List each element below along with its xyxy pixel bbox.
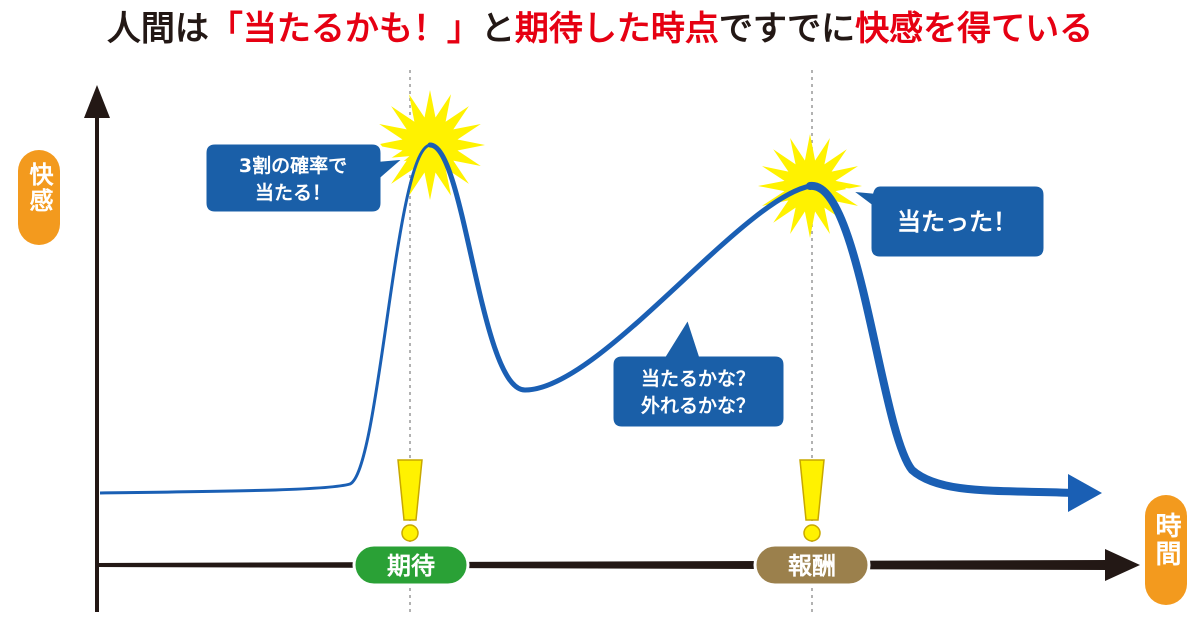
callout: 3割の確率で 当たる！: [203, 141, 410, 215]
exclamation: [397, 459, 825, 542]
marker-pill: [753, 543, 871, 587]
callout: 当たるかな？ 外れるかな？: [610, 314, 787, 430]
curve-arrow: [1068, 474, 1102, 512]
axis-label-pill: [18, 150, 60, 245]
curve: [806, 182, 1079, 497]
title-segment: 快感を得ている: [855, 9, 1093, 49]
title-segment: と: [481, 9, 515, 49]
marker-label: 報酬: [788, 552, 836, 580]
x-axis: [97, 560, 1110, 570]
title-segment: 「当たるかも！」: [209, 9, 481, 49]
callout-text: 当たるかな？: [641, 367, 755, 390]
y-axis-label: 快感: [25, 162, 53, 214]
title-segment: ですでに: [719, 9, 855, 49]
marker-pill: [352, 543, 470, 587]
axis-label-pill: [1145, 495, 1187, 605]
title: 人間は「当たるかも！」と期待した時点ですでに快感を得ている: [107, 9, 1093, 49]
x-axis-arrow: [1105, 549, 1140, 581]
callout-text: 当たった！: [897, 208, 1017, 236]
title-segment: 期待した時点: [515, 9, 719, 49]
callout-text: 外れるかな？: [641, 394, 755, 417]
callout-text: 3割の確率で: [239, 154, 347, 177]
curve: [427, 142, 813, 393]
marker-label: 期待: [387, 552, 435, 580]
title-segment: 人間は: [107, 9, 209, 49]
x-axis-label: 時間: [1151, 512, 1181, 568]
callout: 当たった！: [844, 183, 1047, 260]
callout-text: 当たる！: [255, 181, 331, 204]
curve: [99, 143, 431, 495]
y-axis-arrow: [84, 85, 110, 118]
